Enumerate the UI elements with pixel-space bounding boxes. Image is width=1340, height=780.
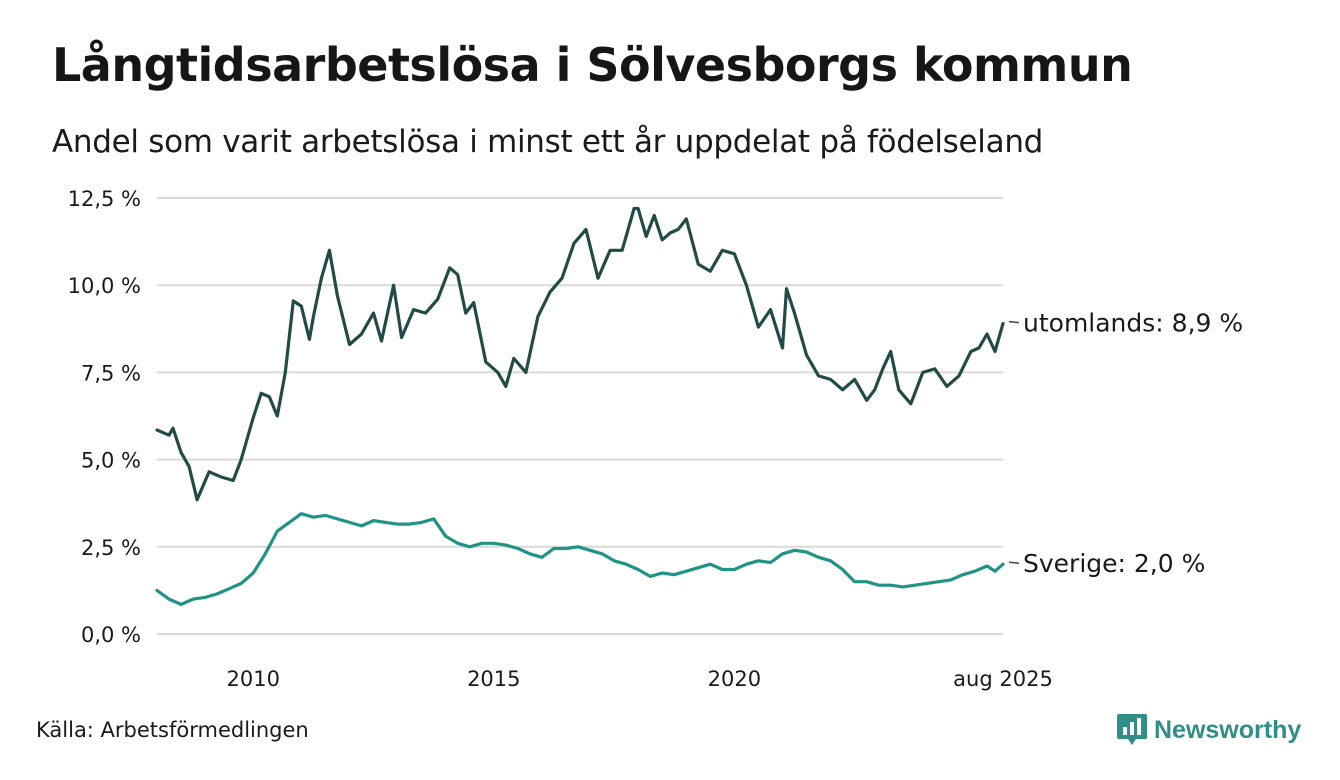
- series-end-label: utomlands: 8,9 %: [1023, 309, 1243, 338]
- y-tick-label: 5,0 %: [81, 449, 141, 473]
- series-line-utomlands: [155, 206, 1005, 502]
- x-tick-label: aug 2025: [953, 667, 1053, 691]
- y-tick-label: 12,5 %: [68, 187, 141, 211]
- y-axis-ticks: 0,0 % 2,5 % 5,0 % 7,5 % 10,0 % 12,5 %: [68, 187, 141, 647]
- series-end-label: Sverige: 2,0 %: [1023, 549, 1205, 578]
- source-note: Källa: Arbetsförmedlingen: [36, 718, 309, 742]
- x-tick-label: 2020: [708, 667, 761, 691]
- chart-subtitle: Andel som varit arbetslösa i minst ett å…: [52, 124, 1044, 160]
- brand-logo: Newsworthy: [1116, 712, 1301, 748]
- chart-title: Långtidsarbetslösa i Sölvesborgs kommun: [52, 38, 1133, 92]
- series-lines: [155, 206, 1005, 607]
- brand-name: Newsworthy: [1154, 715, 1302, 744]
- y-tick-label: 0,0 %: [81, 623, 141, 647]
- end-label-leader: [1008, 320, 1020, 324]
- x-axis-ticks: 2010 2015 2020 aug 2025: [227, 667, 1053, 691]
- x-tick-label: 2010: [227, 667, 280, 691]
- y-tick-label: 2,5 %: [81, 536, 141, 560]
- newsworthy-logo-icon: [1117, 714, 1147, 745]
- end-label-leader: [1008, 561, 1020, 564]
- series-line-sverige: [155, 512, 1005, 607]
- y-tick-label: 7,5 %: [81, 361, 141, 385]
- x-tick-label: 2015: [467, 667, 520, 691]
- series-end-labels: utomlands: 8,9 % Sverige: 2,0 %: [1008, 309, 1243, 578]
- y-tick-label: 10,0 %: [68, 274, 141, 298]
- gridlines: [157, 197, 1003, 635]
